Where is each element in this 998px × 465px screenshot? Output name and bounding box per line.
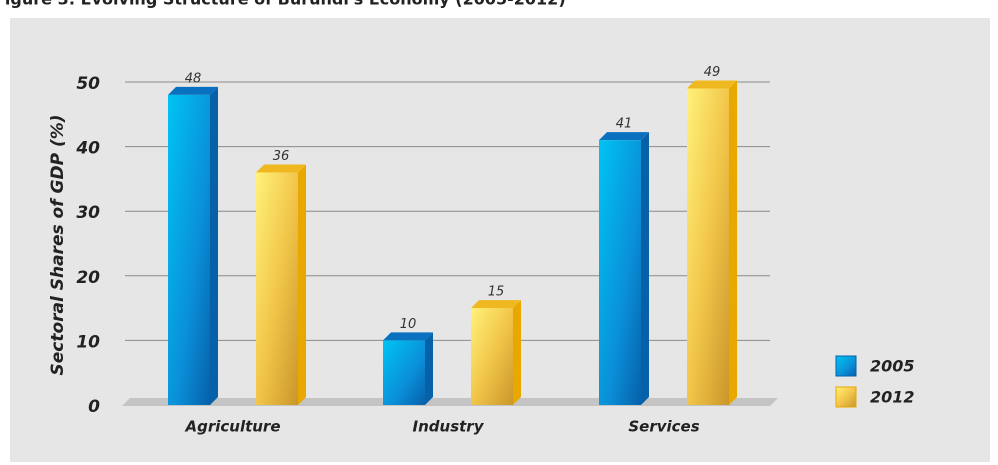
bar (383, 332, 433, 405)
bar-face (729, 80, 737, 406)
legend-swatch (835, 355, 857, 377)
bar (256, 164, 306, 405)
legend-label: 2012 (870, 388, 915, 407)
chart-title: Figure 3: Evolving Structure of Burundi'… (0, 0, 566, 9)
y-tick-label: 20 (76, 268, 100, 288)
value-label: 48 (185, 71, 202, 86)
bar-face (210, 86, 218, 406)
y-tick-label: 30 (76, 203, 100, 223)
bar-face (256, 164, 306, 173)
bar (687, 80, 737, 406)
bar-face (425, 332, 433, 405)
bar-face (687, 80, 737, 89)
bar (471, 300, 521, 405)
y-tick-label: 40 (75, 139, 100, 159)
bar-face (471, 300, 521, 309)
y-tick-label: 0 (88, 397, 100, 417)
value-label: 10 (400, 317, 417, 332)
bar-face (641, 132, 649, 405)
y-tick-label: 50 (76, 74, 100, 94)
bar-face (513, 300, 521, 405)
x-tick-label: Services (628, 418, 699, 436)
bar-face (383, 340, 425, 405)
value-label: 36 (273, 149, 290, 164)
x-tick-label: Agriculture (184, 418, 280, 436)
bar-face (256, 172, 298, 405)
bar-face (298, 164, 306, 405)
bar-face (687, 88, 729, 406)
bar (168, 86, 218, 406)
bar-face (383, 332, 433, 341)
bar-face (471, 308, 513, 405)
bar-face (168, 94, 210, 406)
y-axis-label: Sectoral Shares of GDP (%) (48, 114, 68, 375)
bar-face (599, 132, 649, 141)
bar-face (168, 86, 218, 95)
value-label: 49 (704, 65, 721, 80)
y-tick-label: 10 (76, 332, 100, 352)
value-label: 15 (488, 285, 505, 300)
bar-face (599, 140, 641, 405)
legend-label: 2005 (870, 357, 915, 376)
x-tick-label: Industry (413, 418, 485, 436)
floor (122, 398, 778, 406)
value-label: 41 (616, 117, 633, 132)
bar (599, 132, 649, 405)
legend-swatch (835, 386, 857, 408)
